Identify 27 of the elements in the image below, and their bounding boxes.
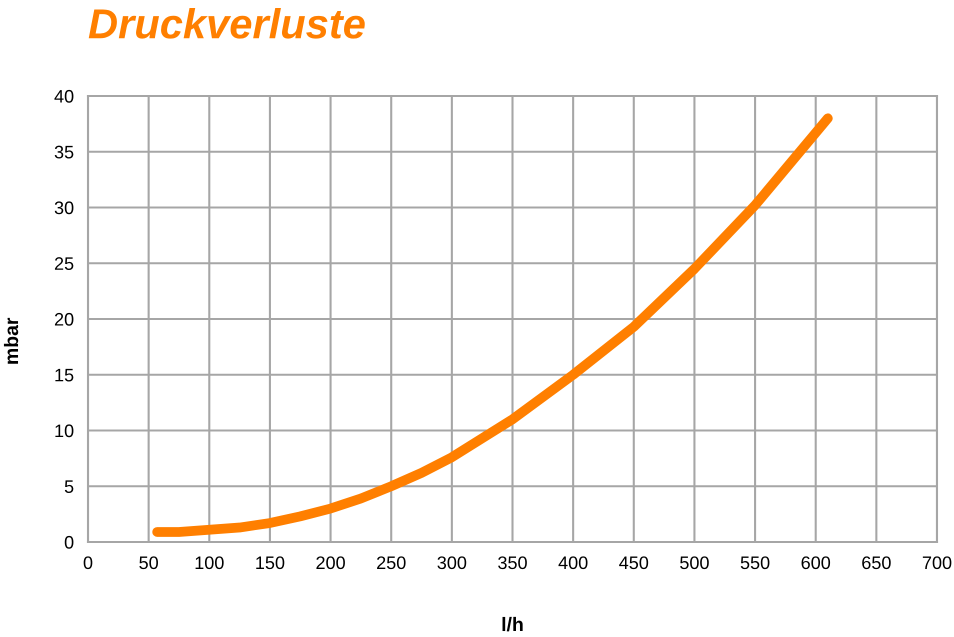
x-tick-label: 650 xyxy=(862,556,891,570)
y-tick-label: 5 xyxy=(64,480,74,493)
y-tick-label: 40 xyxy=(54,90,74,103)
chart-title: Druckverluste xyxy=(88,8,365,39)
y-tick-label: 0 xyxy=(64,536,74,549)
x-tick-label: 50 xyxy=(139,556,158,570)
x-tick-label: 400 xyxy=(558,556,588,570)
y-tick-label: 10 xyxy=(55,424,74,438)
y-tick-label: 15 xyxy=(55,368,74,382)
y-axis-title: mbar xyxy=(4,318,18,364)
x-tick-label: 550 xyxy=(740,556,770,570)
x-tick-label: 450 xyxy=(619,556,648,570)
y-tick-label: 30 xyxy=(54,201,74,214)
x-tick-label: 700 xyxy=(922,556,952,570)
x-tick-label: 150 xyxy=(256,556,284,570)
x-tick-label: 300 xyxy=(437,556,466,570)
x-tick-label: 350 xyxy=(498,556,527,570)
x-tick-label: 250 xyxy=(377,556,406,570)
x-tick-label: 200 xyxy=(316,556,345,570)
x-tick-label: 500 xyxy=(680,556,709,570)
y-tick-label: 20 xyxy=(54,312,74,326)
x-tick-label: 100 xyxy=(196,556,224,570)
y-tick-label: 35 xyxy=(54,146,74,158)
x-tick-label: 0 xyxy=(84,556,92,570)
x-axis-title: l/h xyxy=(502,616,523,632)
x-tick-label: 600 xyxy=(802,556,830,570)
y-tick-label: 25 xyxy=(54,257,74,270)
